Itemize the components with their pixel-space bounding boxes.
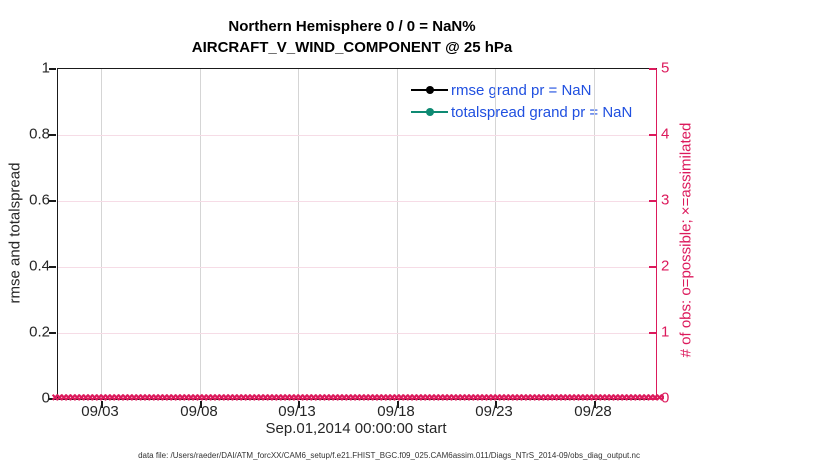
x-tick-label: 09/18 bbox=[377, 403, 415, 420]
y-tick-label-right: 0 bbox=[661, 389, 670, 407]
x-gridline bbox=[298, 69, 299, 399]
y-tick-right bbox=[649, 332, 656, 334]
y-tick-label-right: 3 bbox=[661, 191, 670, 209]
legend-line-totalspread bbox=[411, 108, 448, 116]
x-tick-label: 09/13 bbox=[278, 403, 316, 420]
y-tick-label-left: 1 bbox=[41, 59, 50, 77]
y-tick-left bbox=[49, 266, 56, 268]
y-tick-right bbox=[649, 68, 656, 70]
x-tick bbox=[397, 401, 399, 408]
legend-circle-marker-icon bbox=[425, 108, 434, 116]
y-tick-right bbox=[649, 398, 656, 400]
y-tick-label-right: 2 bbox=[661, 257, 670, 275]
legend-line-rmse bbox=[411, 86, 448, 94]
x-tick bbox=[594, 401, 596, 408]
x-gridline bbox=[397, 69, 398, 399]
y-tick-left bbox=[49, 200, 56, 202]
y-tick-right bbox=[649, 134, 656, 136]
x-tick bbox=[200, 401, 202, 408]
y-tick-label-left: 0.4 bbox=[29, 257, 50, 275]
x-axis-label: Sep.01,2014 00:00:00 start bbox=[265, 420, 447, 437]
x-tick-label: 09/03 bbox=[81, 403, 119, 420]
legend-label-rmse: rmse grand pr = NaN bbox=[451, 81, 592, 99]
legend-label-totalspread: totalspread grand pr = NaN bbox=[451, 103, 633, 121]
y-tick-left bbox=[49, 134, 56, 136]
y-tick-right bbox=[649, 200, 656, 202]
y-gridline bbox=[58, 201, 656, 202]
obs-count-zero-marker-band: ✖✖✖✖✖✖✖✖✖✖✖✖✖✖✖✖✖✖✖✖✖✖✖✖✖✖✖✖✖✖✖✖✖✖✖✖✖✖✖✖… bbox=[51, 393, 664, 404]
y-tick-label-right: 4 bbox=[661, 125, 670, 143]
title-line2: AIRCRAFT_V_WIND_COMPONENT @ 25 hPa bbox=[191, 39, 513, 56]
x-gridline bbox=[495, 69, 496, 399]
plot-area: rmse grand pr = NaN totalspread grand pr… bbox=[49, 68, 664, 408]
data-file-footer: data file: /Users/raeder/DAI/ATM_forcXX/… bbox=[138, 451, 640, 460]
y-tick-label-right: 5 bbox=[661, 59, 670, 77]
y-axis-label-right: # of obs: o=possible; ×=assimilated bbox=[677, 122, 695, 358]
x-gridline bbox=[200, 69, 201, 399]
y-tick-left bbox=[49, 332, 56, 334]
y-gridline bbox=[58, 135, 656, 136]
y-tick-label-left: 0 bbox=[41, 389, 50, 407]
legend: rmse grand pr = NaN totalspread grand pr… bbox=[411, 79, 632, 123]
y-tick-label-left: 0.8 bbox=[29, 125, 50, 143]
x-tick-label: 09/23 bbox=[475, 403, 513, 420]
x-gridline bbox=[101, 69, 102, 399]
y-axis-label-left: rmse and totalspread bbox=[6, 162, 24, 304]
y-tick-right bbox=[649, 266, 656, 268]
y-tick-label-left: 0.6 bbox=[29, 191, 50, 209]
x-tick-label: 09/08 bbox=[180, 403, 218, 420]
title-line1: Northern Hemisphere 0 / 0 = NaN% bbox=[228, 18, 476, 35]
y-tick-left bbox=[49, 398, 56, 400]
chart-title: Northern Hemisphere 0 / 0 = NaN% AIRCRAF… bbox=[192, 16, 513, 58]
x-tick-label: 09/28 bbox=[574, 403, 612, 420]
y-tick-left bbox=[49, 68, 56, 70]
legend-circle-marker-icon bbox=[425, 86, 434, 94]
legend-item-rmse: rmse grand pr = NaN bbox=[411, 79, 632, 101]
y-gridline bbox=[58, 267, 656, 268]
y-tick-label-right: 1 bbox=[661, 323, 670, 341]
x-tick bbox=[101, 401, 103, 408]
y-tick-label-left: 0.2 bbox=[29, 323, 50, 341]
legend-item-totalspread: totalspread grand pr = NaN bbox=[411, 101, 632, 123]
x-tick bbox=[298, 401, 300, 408]
y-gridline bbox=[58, 333, 656, 334]
x-tick bbox=[495, 401, 497, 408]
x-gridline bbox=[594, 69, 595, 399]
